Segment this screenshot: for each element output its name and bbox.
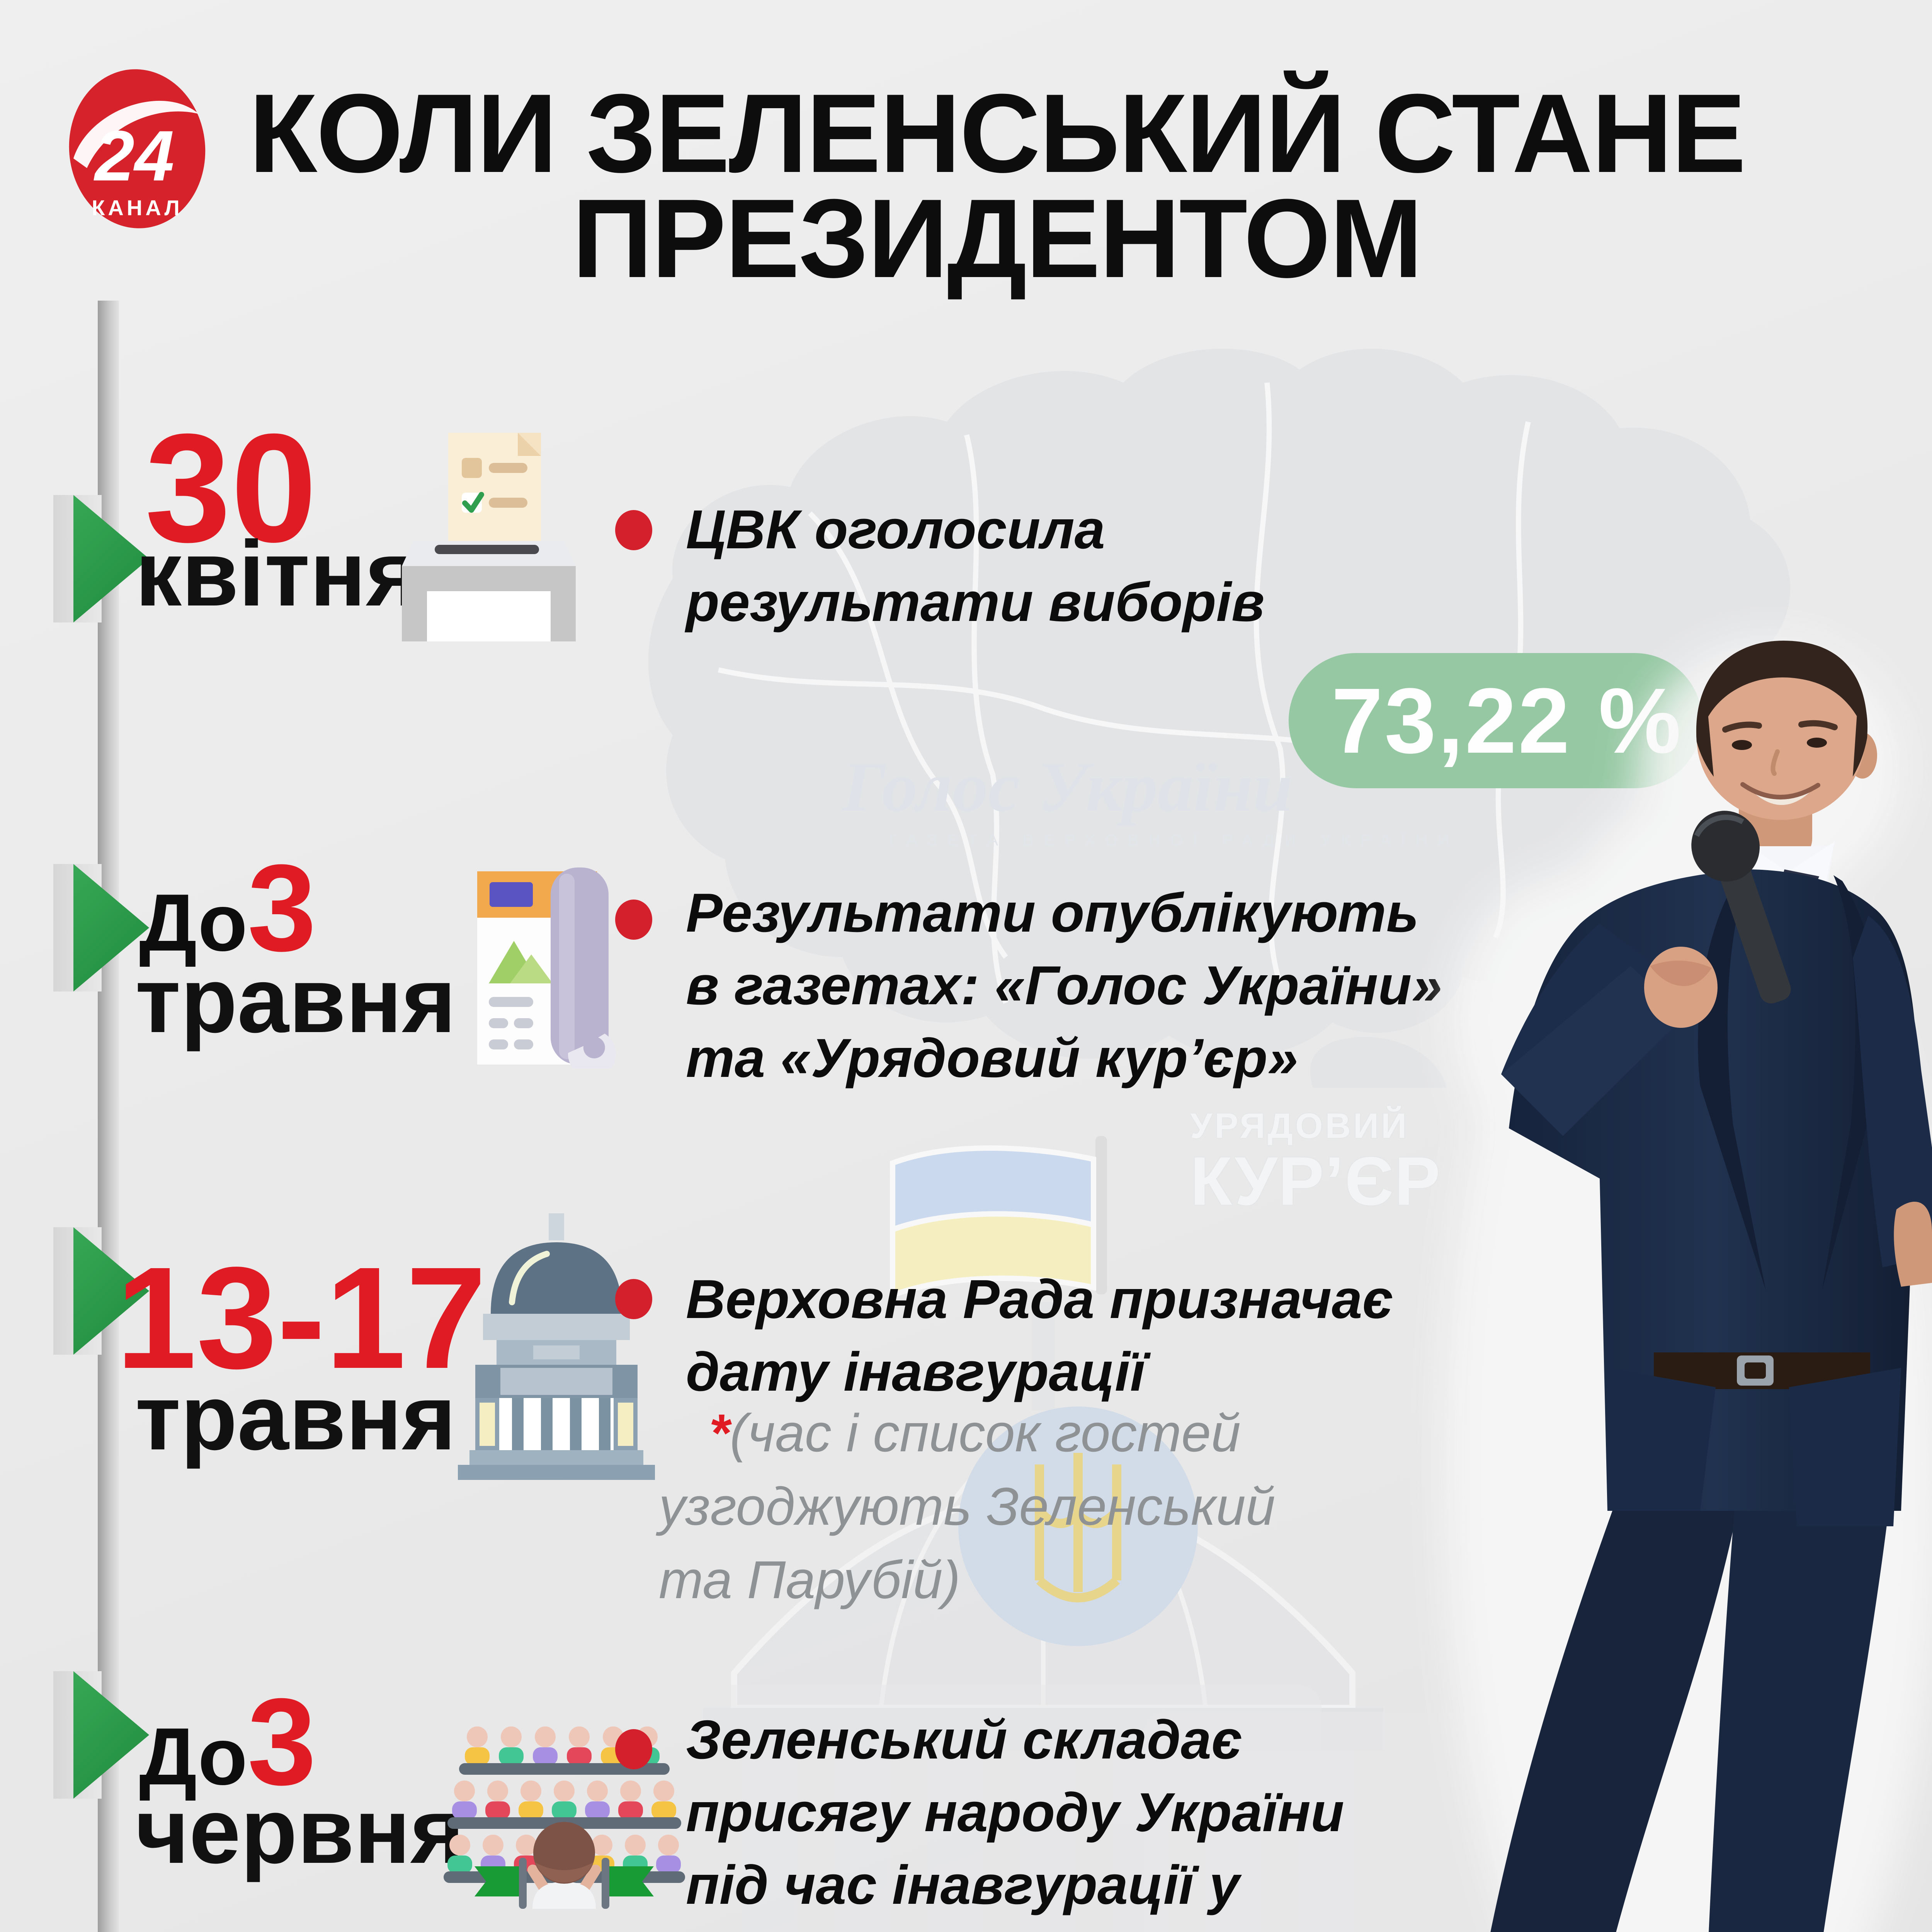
bullet-icon (615, 1279, 652, 1319)
entry2-date-prefix: До (139, 877, 248, 968)
entry1-month: квітня (135, 522, 420, 625)
bullet-icon (615, 510, 652, 550)
uriadovyi-line: УРЯДОВИЙ (1190, 1106, 1409, 1146)
result-value: 73,22 % (1331, 669, 1683, 772)
entry4-date-number: 3 (247, 1672, 316, 1811)
golos-ukrainy-subtitle-watermark: ГАЗЕТА ВЕРХОВНОЇ РАДИ УКРАЇНИ (889, 831, 1459, 849)
newspaper-icon (477, 867, 616, 1068)
entry1-line: ЦВК оголосила (686, 499, 1105, 560)
golos-ukrainy-watermark: Голос України (842, 747, 1293, 827)
entry3-text: Верховна Рада призначає дату інавгурації (686, 1263, 1393, 1408)
ballot-box-icon (402, 433, 576, 641)
zelensky-photo (1445, 641, 1932, 1932)
result-badge: 73,22 % (1289, 653, 1702, 788)
entry2-date: До 3 (139, 846, 316, 969)
entry2-line: в газетах: «Голос України» (686, 955, 1442, 1016)
logo-number: 24 (94, 116, 174, 196)
channel-24-logo: 24 КАНАЛ (69, 69, 206, 228)
entry4-text: Зеленський складає присягу народу Україн… (686, 1704, 1344, 1932)
entry3-note: *(час і список гостей узгоджують Зеленсь… (659, 1396, 1275, 1617)
page-title-line2: ПРЕЗИДЕНТОМ (572, 176, 1423, 301)
entry1-text: ЦВК оголосила результати виборів (686, 493, 1265, 639)
ukraine-flag-watermark (890, 1136, 1107, 1298)
entry4-line: Зеленський складає (686, 1709, 1242, 1770)
bullet-icon (615, 1729, 652, 1769)
kurier-line: КУР’ЄР (1190, 1143, 1441, 1219)
entry1-date: 30 (145, 401, 317, 574)
entry3-note-line: *(час і список гостей (709, 1403, 1241, 1463)
uriadovyi-kurier-watermark: УРЯДОВИЙ КУР’ЄР (1190, 1108, 1441, 1216)
asterisk: * (709, 1403, 730, 1463)
entry3-note-line: узгоджують Зеленський (659, 1477, 1276, 1536)
entry4-line: присягу народу України (686, 1782, 1344, 1843)
entry3-line: Верховна Рада призначає (686, 1269, 1393, 1330)
entry3-month: травня (135, 1366, 456, 1469)
entry3-line: дату інавгурації (686, 1341, 1145, 1403)
entry2-line: та «Урядовий кур’єр» (686, 1027, 1298, 1089)
entry4-month: червня (135, 1779, 464, 1883)
page-title-line1: КОЛИ ЗЕЛЕНСЬКИЙ СТАНЕ (249, 71, 1746, 196)
entry2-date-number: 3 (247, 838, 316, 977)
entry3-note-line: та Парубій) (659, 1550, 961, 1610)
bullet-icon (615, 900, 652, 940)
assembly-icon (444, 1726, 685, 1909)
entry2-month: травня (135, 948, 456, 1052)
entry4-line: під час інавгурації у (686, 1854, 1240, 1916)
entry2-text: Результати опублікують в газетах: «Голос… (686, 877, 1442, 1095)
entry2-line: Результати опублікують (686, 882, 1419, 944)
entry4-line: залі парламенту (686, 1922, 1344, 1932)
entry1-line: результати виборів (686, 571, 1265, 633)
logo-caption: КАНАЛ (92, 196, 182, 220)
parliament-icon (458, 1213, 655, 1480)
ukraine-map-watermark (648, 349, 1791, 1088)
entry3-date: 13-17 (116, 1237, 487, 1399)
entry4-date-prefix: До (139, 1711, 248, 1802)
entry4-date: До 3 (139, 1680, 316, 1803)
